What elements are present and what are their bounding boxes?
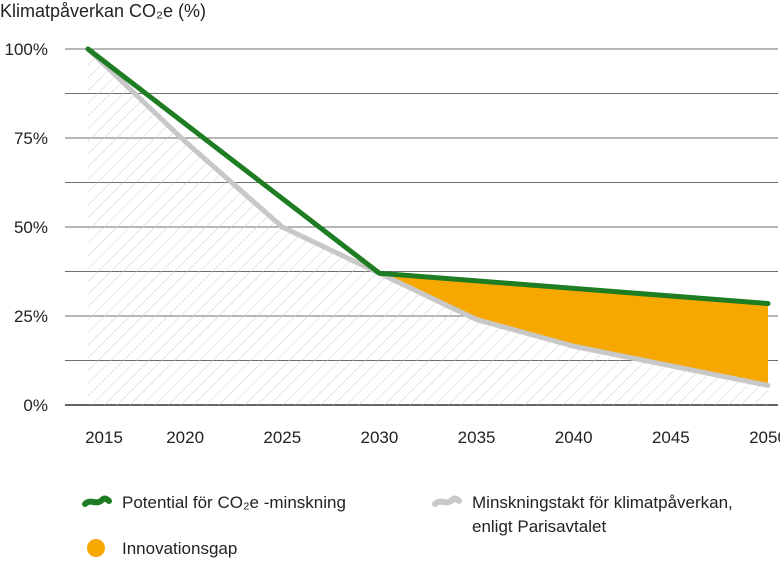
paris-series-line bbox=[85, 46, 771, 388]
x-tick-label: 2035 bbox=[458, 428, 496, 447]
x-tick-label: 2045 bbox=[652, 428, 690, 447]
axis-ticks: 0% 25% 50% 75% 100% 2015 2020 2025 2030 2035 2040 2… bbox=[5, 40, 780, 447]
paris-hatched-area bbox=[88, 49, 768, 405]
x-tick-label: 2020 bbox=[166, 428, 204, 447]
y-tick-label: 100% bbox=[5, 40, 48, 59]
y-tick-label: 0% bbox=[23, 396, 48, 415]
series-lines bbox=[85, 46, 771, 388]
legend-label-paris-line2: enligt Parisavtalet bbox=[472, 517, 607, 536]
y-tick-label: 25% bbox=[14, 307, 48, 326]
innovation-gap-area bbox=[379, 273, 768, 386]
legend-swatch-potential bbox=[82, 495, 112, 507]
y-tick-label: 75% bbox=[14, 129, 48, 148]
x-tick-label: 2050 bbox=[749, 428, 780, 447]
legend-swatch-paris bbox=[432, 495, 462, 507]
legend-label-paris-line1: Minskningstakt för klimatpåverkan, bbox=[472, 493, 733, 512]
areas bbox=[88, 49, 768, 405]
legend-swatch-gap bbox=[87, 539, 105, 557]
x-tick-label: 2015 bbox=[85, 428, 123, 447]
x-tick-label: 2030 bbox=[361, 428, 399, 447]
potential-series-line bbox=[85, 46, 771, 307]
x-tick-label: 2040 bbox=[555, 428, 593, 447]
x-tick-label: 2025 bbox=[263, 428, 301, 447]
y-tick-label: 50% bbox=[14, 218, 48, 237]
y-axis-title: Klimatpåverkan CO₂e (%) bbox=[0, 1, 206, 21]
legend-label-potential: Potential för CO₂e -minskning bbox=[122, 493, 346, 512]
legend-label-gap: Innovationsgap bbox=[122, 539, 238, 558]
